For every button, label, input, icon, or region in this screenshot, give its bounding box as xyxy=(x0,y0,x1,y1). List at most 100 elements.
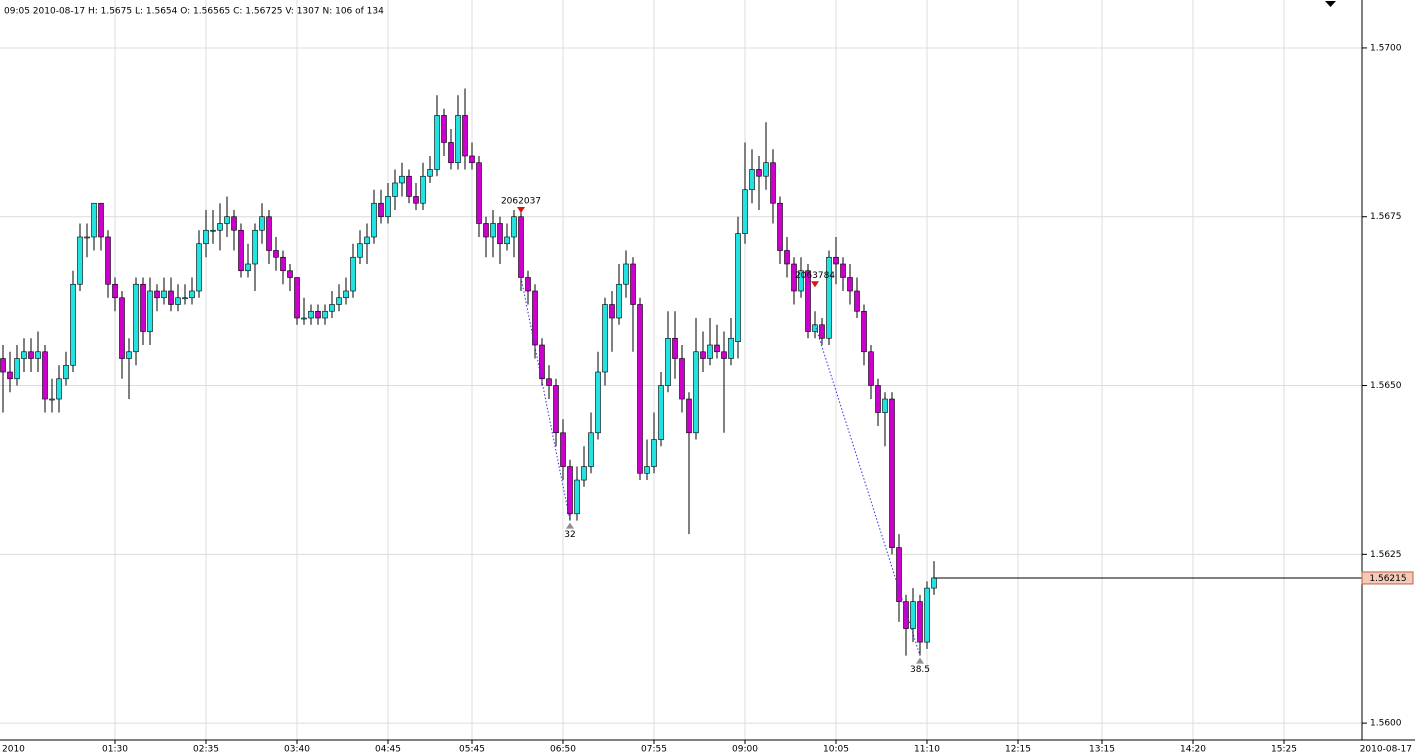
candle-body xyxy=(700,351,706,359)
candle-body xyxy=(49,398,55,401)
candle-body xyxy=(182,297,188,300)
candle-body xyxy=(553,385,559,434)
x-tick-label: 01:30 xyxy=(102,745,128,755)
x-tick-label: 06:50 xyxy=(550,745,576,755)
candle-body xyxy=(595,371,601,434)
candle-body xyxy=(98,202,104,238)
candle-body xyxy=(343,290,349,299)
candle-body xyxy=(903,601,909,629)
candle-body xyxy=(784,250,790,265)
last-price-label: 1.56215 xyxy=(1369,574,1406,584)
candle-body xyxy=(175,297,181,305)
candle-body xyxy=(224,216,230,224)
top-marker-label: 2063784 xyxy=(795,271,835,281)
candle-body xyxy=(924,587,930,643)
candle-body xyxy=(819,324,825,339)
candle-body xyxy=(658,385,664,440)
candle-body xyxy=(637,304,643,474)
bottom-marker xyxy=(916,657,924,664)
bottom-marker-label: 38.5 xyxy=(910,665,930,675)
candle-body xyxy=(609,304,615,319)
candle-body xyxy=(322,310,328,319)
x-end-label: 2010-08-17 xyxy=(1360,745,1412,755)
scroll-marker xyxy=(1325,1,1336,7)
candle-body xyxy=(840,263,846,278)
x-tick-label: 14:20 xyxy=(1180,745,1206,755)
candles xyxy=(0,88,937,656)
candle-body xyxy=(357,243,363,258)
candle-body xyxy=(35,351,41,359)
candle-body xyxy=(56,378,62,400)
candle-body xyxy=(210,229,216,232)
candle-body xyxy=(140,283,146,332)
candle-body xyxy=(770,162,776,204)
candle-body xyxy=(413,196,419,204)
candle-body xyxy=(112,283,118,299)
candle-body xyxy=(42,351,48,400)
candle-body xyxy=(252,229,258,265)
x-tick-label: 13:15 xyxy=(1089,745,1115,755)
x-tick-label: 02:35 xyxy=(193,745,219,755)
x-tick-label: 10:05 xyxy=(823,745,849,755)
candle-body xyxy=(875,385,881,413)
candle-body xyxy=(245,263,251,272)
candle-body xyxy=(133,283,139,353)
x-tick-label: 09:00 xyxy=(732,745,758,755)
candle-body xyxy=(539,344,545,380)
candle-body xyxy=(931,577,937,589)
candle-body xyxy=(798,270,804,292)
candle-body xyxy=(455,115,461,164)
candle-body xyxy=(441,115,447,143)
candle-body xyxy=(203,229,209,245)
candle-body xyxy=(917,601,923,643)
candle-body xyxy=(665,337,671,386)
candle-body xyxy=(854,290,860,312)
candle-body xyxy=(308,310,314,319)
candle-body xyxy=(805,270,811,332)
candle-body xyxy=(196,243,202,292)
candle-body xyxy=(735,233,741,342)
candle-body xyxy=(371,202,377,238)
candle-body xyxy=(189,290,195,299)
candle-body xyxy=(63,364,69,380)
candle-body xyxy=(91,202,97,238)
candle-body xyxy=(266,216,272,251)
top-marker xyxy=(517,206,525,213)
x-tick-label: 03:40 xyxy=(284,745,310,755)
candle-body xyxy=(70,283,76,366)
candle-body xyxy=(728,337,734,359)
candle-body xyxy=(882,398,888,413)
candle-body xyxy=(280,256,286,272)
candle-body xyxy=(476,162,482,224)
candle-body xyxy=(567,466,573,515)
y-tick-label: 1.5675 xyxy=(1370,212,1402,222)
candle-body xyxy=(287,270,293,278)
candle-body xyxy=(504,236,510,245)
y-tick-label: 1.5700 xyxy=(1370,43,1402,53)
candle-body xyxy=(168,290,174,305)
candle-body xyxy=(847,277,853,292)
x-start-label: 2010 xyxy=(2,745,25,755)
candle-body xyxy=(546,378,552,386)
candle-body xyxy=(560,432,566,467)
candle-body xyxy=(427,169,433,177)
candle-body xyxy=(392,182,398,197)
candle-body xyxy=(483,223,489,238)
candle-body xyxy=(329,304,335,312)
x-tick-label: 05:45 xyxy=(459,745,485,755)
candle-body xyxy=(623,263,629,285)
candle-body xyxy=(350,256,356,292)
candle-body xyxy=(420,175,426,204)
candle-body xyxy=(630,263,636,305)
candle-body xyxy=(532,290,538,346)
swing-connector xyxy=(520,277,571,521)
candle-body xyxy=(490,223,496,238)
candle-body xyxy=(686,398,692,434)
candle-body xyxy=(154,290,160,299)
grid xyxy=(0,0,1362,740)
x-tick-label: 15:25 xyxy=(1271,745,1297,755)
candle-body xyxy=(679,358,685,400)
candle-body xyxy=(147,290,153,332)
